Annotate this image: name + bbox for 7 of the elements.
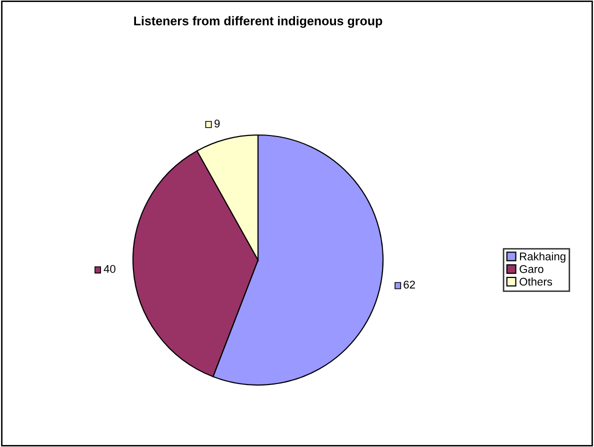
chart-title: Listeners from different indigenous group	[134, 16, 382, 28]
data-label: 62	[404, 280, 415, 289]
legend-label: Garo	[520, 265, 544, 274]
legend-label: Others	[520, 277, 552, 286]
legend-label: Rakhaing	[520, 252, 566, 263]
data-label: 9	[214, 120, 220, 128]
data-label: 40	[104, 265, 116, 273]
